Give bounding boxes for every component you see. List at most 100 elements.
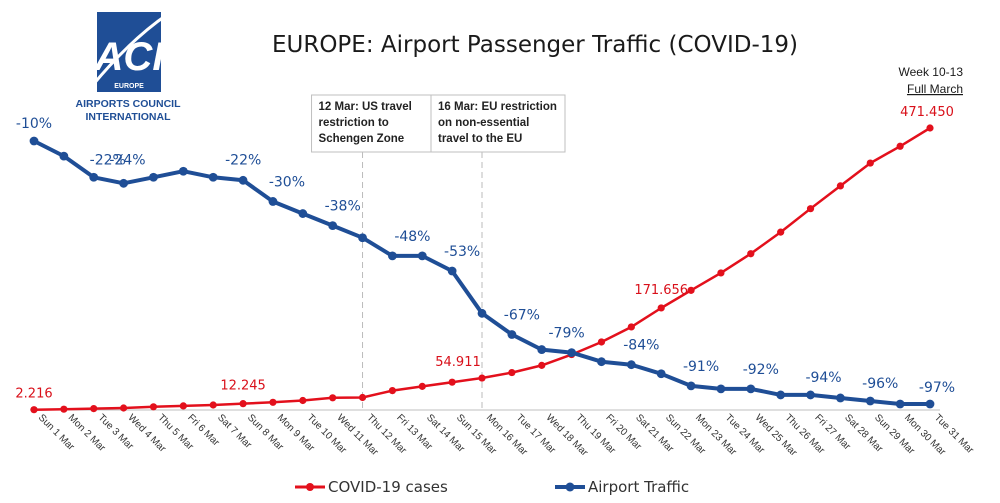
- covid-cases-point: [866, 159, 874, 167]
- traffic-data-label: -94%: [805, 370, 841, 386]
- traffic-data-label: -10%: [16, 116, 52, 132]
- covid-cases-point: [747, 250, 755, 258]
- airport-traffic-point: [686, 381, 696, 391]
- covid-cases-point: [627, 323, 635, 331]
- airport-traffic-point: [865, 396, 875, 406]
- airport-traffic-point: [836, 393, 845, 403]
- annotation-text: restriction to: [319, 117, 389, 129]
- aci-logo-region: EUROPE: [114, 83, 144, 90]
- legend-traffic-marker: [565, 482, 575, 492]
- covid-cases-point: [418, 382, 426, 390]
- covid-cases-point: [597, 338, 606, 346]
- airport-traffic-point: [328, 221, 338, 231]
- series-covid-cases: [30, 124, 934, 414]
- covid-data-label: 54.911: [435, 355, 481, 370]
- series-airport-traffic: [29, 136, 935, 409]
- annotation-text: on non-essential: [438, 117, 529, 129]
- traffic-data-label: -38%: [325, 199, 361, 215]
- covid-cases-point: [478, 374, 486, 382]
- airport-traffic-point: [358, 233, 367, 243]
- airport-traffic-point: [29, 136, 39, 146]
- week-label: Week 10-13: [899, 65, 964, 79]
- legend-covid-label: COVID-19 cases: [328, 478, 448, 496]
- covid-cases-point: [149, 403, 158, 411]
- covid-cases-point: [448, 378, 456, 386]
- covid-cases-point: [239, 400, 247, 408]
- annotation-text: 16 Mar: EU restriction: [438, 101, 557, 113]
- traffic-data-label: -48%: [394, 229, 430, 245]
- covid-cases-point: [836, 182, 845, 190]
- traffic-data-label: -53%: [444, 244, 480, 260]
- traffic-data-label: -91%: [683, 359, 719, 375]
- annotation-box: [430, 94, 566, 153]
- covid-data-label: 471.450: [900, 105, 954, 120]
- airport-traffic-point: [895, 399, 905, 409]
- chart-title: EUROPE: Airport Passenger Traffic (COVID…: [272, 32, 798, 58]
- airport-traffic-point: [925, 399, 935, 409]
- covid-cases-point: [896, 142, 904, 150]
- airport-traffic-point: [119, 178, 128, 188]
- covid-cases-point: [329, 394, 337, 402]
- legend: COVID-19 cases Airport Traffic: [295, 478, 689, 496]
- covid-cases-point: [299, 396, 307, 405]
- covid-cases-point: [657, 304, 665, 312]
- annotation-text: Schengen Zone: [319, 133, 405, 145]
- airport-traffic-point: [567, 348, 576, 358]
- airport-traffic-point: [447, 266, 457, 276]
- airport-traffic-point: [149, 172, 158, 182]
- covid-cases-point: [120, 404, 128, 412]
- covid-cases-point: [209, 401, 217, 409]
- airport-traffic-point: [477, 308, 487, 318]
- aci-logo-org-line2: INTERNATIONAL: [86, 111, 172, 123]
- airport-traffic-point: [776, 390, 786, 400]
- aci-logo: ACI EUROPE AIRPORTS COUNCIL INTERNATIONA…: [76, 12, 182, 123]
- aci-logo-swoosh: [90, 12, 169, 87]
- legend-traffic-label: Airport Traffic: [588, 478, 689, 496]
- airport-traffic-point: [597, 357, 606, 367]
- airport-traffic-point: [89, 172, 99, 182]
- aci-logo-org-line1: AIRPORTS COUNCIL: [76, 98, 182, 110]
- covid-cases-point: [926, 124, 934, 132]
- traffic-data-label: -79%: [549, 326, 585, 342]
- covid-cases-point: [388, 386, 396, 395]
- airport-traffic-point: [268, 197, 278, 206]
- airport-traffic-point: [388, 251, 397, 261]
- airport-traffic-point: [208, 172, 218, 182]
- covid-cases-point: [538, 361, 546, 369]
- annotations: 12 Mar: US travel restriction to Schengen …: [311, 94, 566, 408]
- airport-traffic-point: [59, 151, 69, 161]
- airport-traffic-point: [238, 175, 248, 185]
- legend-covid-marker: [306, 483, 314, 491]
- covid-cases-point: [717, 269, 725, 277]
- period-label: Full March: [907, 82, 963, 96]
- covid-cases-point: [269, 398, 277, 406]
- covid-data-label: 2.216: [15, 387, 52, 402]
- covid-cases-point: [30, 406, 38, 414]
- covid-data-label: 171.656: [634, 283, 688, 298]
- annotation-box: [311, 94, 435, 153]
- traffic-data-label: -22%: [90, 152, 126, 168]
- covid-cases-point: [806, 205, 815, 213]
- aci-logo-mark: ACI: [94, 35, 165, 79]
- annotation-text: travel to the EU: [438, 133, 522, 145]
- airport-traffic-point: [298, 209, 308, 218]
- covid-cases-point: [179, 402, 187, 410]
- airport-traffic-point: [806, 390, 815, 400]
- covid-cases-point: [60, 405, 68, 413]
- covid-cases-point: [687, 286, 695, 294]
- airport-traffic-point: [417, 251, 427, 261]
- traffic-data-label: -96%: [862, 376, 898, 392]
- traffic-data-label: -30%: [269, 174, 305, 190]
- airport-traffic-point: [656, 369, 666, 379]
- covid-cases-point: [508, 368, 516, 377]
- airport-traffic-point: [537, 345, 547, 354]
- traffic-data-label: -92%: [743, 362, 779, 378]
- data-labels: -10%-22%-24% -22%-30%-38%-48%-53%-67%-79%…: [15, 105, 955, 402]
- traffic-data-label: -84%: [623, 338, 659, 354]
- airport-traffic-point: [626, 360, 636, 370]
- traffic-data-label: -22%: [225, 152, 261, 168]
- covid-cases-point: [777, 228, 785, 236]
- airport-traffic-point: [716, 384, 726, 394]
- traffic-data-label: -24%: [109, 152, 145, 168]
